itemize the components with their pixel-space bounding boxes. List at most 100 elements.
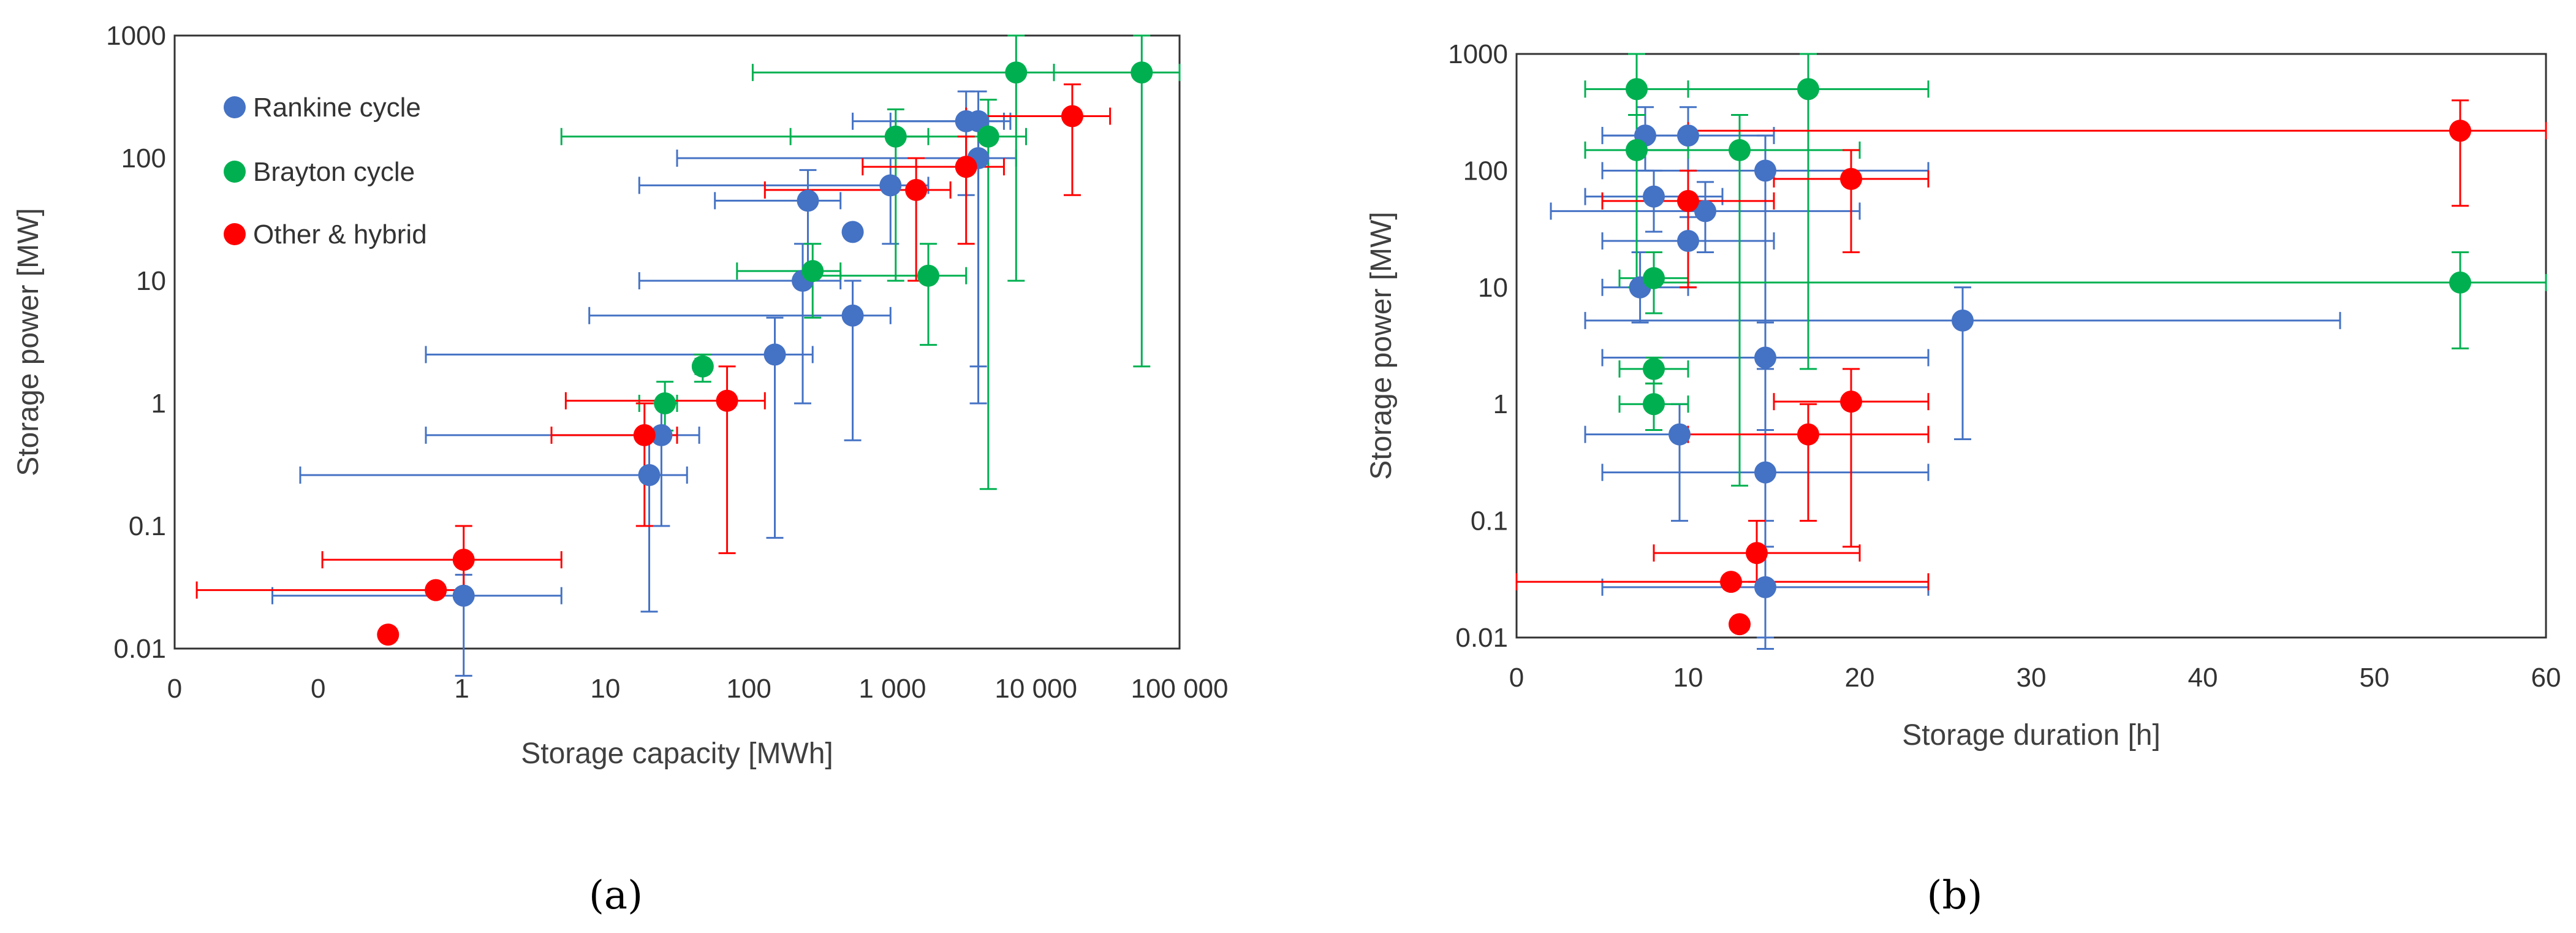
data-point-rankine (1643, 185, 1665, 208)
x-tick-label: 60 (2531, 663, 2561, 693)
data-point-brayton (1643, 357, 1665, 380)
legend-label-other: Other & hybrid (253, 219, 427, 249)
x-tick-label: 1 000 (858, 674, 926, 704)
data-point-other (452, 549, 475, 571)
data-point-other (955, 156, 977, 178)
data-point-other (1840, 390, 1862, 413)
data-point-rankine (1754, 159, 1776, 182)
axis-ticks-b: 0 10 20 30 40 50 60 0.01 0.1 1 10 100 1000 (1448, 39, 2561, 693)
data-point-brayton (1131, 61, 1153, 84)
x-tick-label: 10 (1673, 663, 1703, 693)
y-tick-label: 100 (1463, 156, 1508, 186)
x-tick-label: 0 (1509, 663, 1524, 693)
data-point-other (716, 389, 738, 412)
data-point-other (1746, 542, 1768, 565)
data-point-other (1720, 571, 1742, 593)
legend-marker-brayton (224, 161, 246, 183)
x-tick-label: 0 (167, 674, 182, 704)
x-tick-label: 100 (726, 674, 771, 704)
data-points-a (377, 61, 1153, 646)
data-point-other (633, 424, 656, 446)
data-point-brayton (977, 125, 999, 148)
data-point-brayton (654, 392, 676, 414)
x-axis-title-b: Storage duration [h] (1902, 719, 2161, 752)
data-point-rankine (763, 343, 786, 366)
data-point-rankine (1754, 346, 1776, 369)
data-point-brayton (917, 264, 939, 287)
y-tick-label: 0.1 (1471, 506, 1508, 536)
y-axis-title-b: Storage power [MW] (1365, 211, 1398, 479)
y-tick-label: 0.01 (113, 634, 166, 664)
data-point-other (1729, 613, 1751, 636)
data-point-brayton (884, 125, 907, 148)
data-point-rankine (638, 464, 661, 487)
legend-marker-other (224, 223, 246, 245)
y-tick-label: 10 (136, 266, 166, 296)
x-axis-title-a: Storage capacity [MWh] (521, 737, 833, 770)
legend-label-rankine: Rankine cycle (253, 93, 421, 123)
y-tick-label: 0.1 (129, 511, 166, 541)
error-bars-b (1515, 53, 2547, 650)
data-point-rankine (1677, 230, 1699, 253)
data-point-rankine (879, 174, 902, 197)
data-point-other (1061, 105, 1083, 128)
data-point-rankine (1669, 423, 1691, 446)
data-point-brayton (1729, 139, 1751, 161)
data-point-other (2449, 120, 2471, 142)
axis-ticks-a: 0 0 1 10 100 1 000 10 000 100 000 0.01 0.1 1 10 100 1… (106, 21, 1228, 704)
y-tick-label: 1000 (1448, 39, 1508, 69)
data-point-rankine (1754, 576, 1776, 598)
panel-label-a: (a) (589, 873, 643, 918)
panel-label-b: (b) (1927, 873, 1983, 918)
y-tick-label: 1000 (106, 21, 166, 51)
chart-duration-vs-power: 0 10 20 30 40 50 60 0.01 0.1 1 10 100 1000 Storage d… (1365, 39, 2561, 918)
data-point-other (377, 623, 400, 646)
data-point-rankine (452, 584, 475, 607)
data-point-other (1677, 189, 1699, 212)
data-point-rankine (1754, 461, 1776, 484)
x-tick-label: 0 (311, 674, 325, 704)
y-tick-label: 0.01 (1455, 623, 1508, 653)
x-tick-label: 10 (590, 674, 620, 704)
y-tick-label: 100 (121, 143, 166, 173)
data-point-rankine (1694, 200, 1716, 223)
y-axis-title-a: Storage power [MW] (12, 208, 45, 476)
y-tick-label: 1 (151, 389, 166, 419)
x-tick-label: 40 (2188, 663, 2218, 693)
data-point-rankine (1677, 124, 1699, 147)
legend-label-brayton: Brayton cycle (253, 157, 415, 187)
x-tick-label: 20 (1845, 663, 1875, 693)
data-points-b (1626, 78, 2471, 636)
data-point-brayton (1643, 267, 1665, 289)
data-point-rankine (841, 221, 864, 243)
legend: Rankine cycle Brayton cycle Other & hybr… (224, 93, 427, 249)
data-point-brayton (1797, 78, 1819, 101)
y-tick-label: 1 (1493, 389, 1508, 419)
data-point-brayton (2449, 271, 2471, 294)
legend-marker-rankine (224, 96, 246, 118)
data-point-brayton (801, 260, 824, 283)
data-point-other (1797, 423, 1819, 446)
data-point-other (1840, 167, 1862, 190)
x-tick-label: 10 000 (994, 674, 1077, 704)
plot-area-frame-a (173, 34, 1181, 650)
plot-area-frame-b (1515, 53, 2547, 639)
data-point-brayton (691, 355, 714, 378)
data-point-other (905, 178, 928, 201)
data-point-brayton (1005, 61, 1028, 84)
data-point-other (425, 579, 447, 601)
x-tick-label: 50 (2360, 663, 2390, 693)
data-point-rankine (650, 424, 673, 446)
error-bars-a (195, 34, 1181, 677)
data-point-brayton (1643, 393, 1665, 416)
y-tick-label: 10 (1478, 273, 1508, 303)
chart-capacity-vs-power: 0 0 1 10 100 1 000 10 000 100 000 0.01 0.1 1 10 100 1… (12, 21, 1229, 918)
x-tick-label: 1 (454, 674, 469, 704)
data-point-brayton (1626, 78, 1648, 101)
data-point-rankine (1952, 309, 1974, 332)
x-tick-label: 30 (2017, 663, 2047, 693)
data-point-rankine (797, 189, 819, 212)
data-point-brayton (1626, 139, 1648, 161)
data-point-rankine (841, 304, 864, 327)
